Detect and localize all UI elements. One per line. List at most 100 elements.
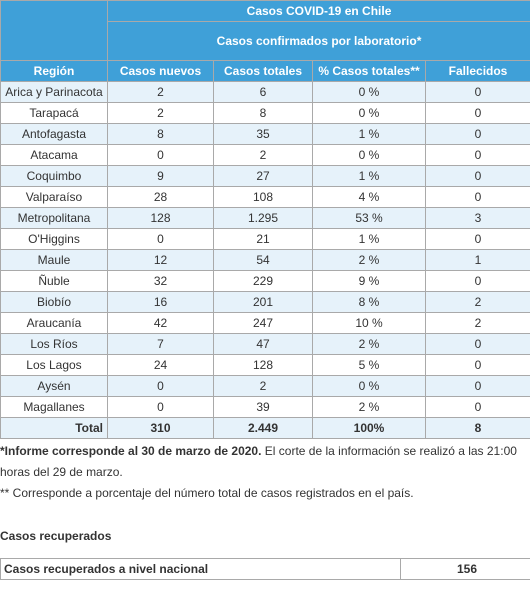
cell: 1 % xyxy=(312,228,426,250)
cell: 7 xyxy=(107,333,214,355)
total-cell: 8 xyxy=(424,417,530,439)
data-row: Tarapacá 2 8 0 % 0 xyxy=(0,102,530,124)
note-2: ** Corresponde a porcentaje del número t… xyxy=(0,486,414,500)
total-cell: 2.449 xyxy=(213,417,313,439)
header-row: Región Casos nuevos Casos totales% Casos t… xyxy=(0,60,530,82)
data-row: Aysén 0 2 0 % 0 xyxy=(0,375,530,397)
cell: 0 xyxy=(424,354,530,376)
data-row: Magallanes 0 39 2 % 0 xyxy=(0,396,530,418)
cell: 128 xyxy=(213,354,313,376)
cell: 108 xyxy=(213,186,313,208)
data-row: Atacama 0 2 0 % 0 xyxy=(0,144,530,166)
cell: 53 % xyxy=(312,207,426,229)
cell: 2 xyxy=(213,375,313,397)
data-row: Metropolitana 128 1.295 53 % 3 xyxy=(0,207,530,229)
data-row: O'Higgins 0 21 1 % 0 xyxy=(0,228,530,250)
note-bold: *Informe corresponde al 30 de marzo de 2… xyxy=(0,444,262,458)
cell: 2 xyxy=(424,291,530,313)
cell: Araucanía xyxy=(0,312,108,334)
cell: 0 % xyxy=(312,144,426,166)
recovered-value: 156 xyxy=(400,558,530,580)
cell: 24 xyxy=(107,354,214,376)
recovered-label: Casos recuperados a nivel nacional xyxy=(0,558,401,580)
cell: 2 % xyxy=(312,333,426,355)
column-header: Casos totales xyxy=(213,60,313,82)
cell: 1 % xyxy=(312,123,426,145)
cell: 6 xyxy=(213,81,313,103)
cell: 39 xyxy=(213,396,313,418)
table-body: Arica y Parinacota 2 6 0 % 0 Tarapacá 2 8 0 % 0 An… xyxy=(0,81,530,439)
data-row: Maule 12 54 2 % 1 xyxy=(0,249,530,271)
cell: 0 xyxy=(424,375,530,397)
recovered-row: Casos recuperados a nivel nacional 156 xyxy=(0,558,530,580)
cell: 2 xyxy=(107,81,214,103)
cell: 0 xyxy=(107,375,214,397)
cell: 3 xyxy=(424,207,530,229)
cell: 10 % xyxy=(312,312,426,334)
cell: 5 % xyxy=(312,354,426,376)
data-row: Los Lagos 24 128 5 % 0 xyxy=(0,354,530,376)
total-cell: 310 xyxy=(107,417,214,439)
cell: 8 xyxy=(213,102,313,124)
cell: 32 xyxy=(107,270,214,292)
cell: 0 xyxy=(424,123,530,145)
cell: 0 xyxy=(107,228,214,250)
data-row: Valparaíso 28 108 4 % 0 xyxy=(0,186,530,208)
data-row: Antofagasta 8 35 1 % 0 xyxy=(0,123,530,145)
data-row: Ñuble 32 229 9 % 0 xyxy=(0,270,530,292)
cell: 247 xyxy=(213,312,313,334)
cell: 0 xyxy=(424,396,530,418)
cell: 4 % xyxy=(312,186,426,208)
cell: 201 xyxy=(213,291,313,313)
cell: 0 % xyxy=(312,375,426,397)
cell: Magallanes xyxy=(0,396,108,418)
section-heading: Casos recuperados xyxy=(0,529,112,543)
cell: 1.295 xyxy=(213,207,313,229)
column-header: Región xyxy=(0,60,108,82)
cell: 0 xyxy=(107,144,214,166)
cell: 0 xyxy=(424,81,530,103)
cell: 8 xyxy=(107,123,214,145)
cell: 2 xyxy=(213,144,313,166)
cell: 1 xyxy=(424,249,530,271)
cell: 47 xyxy=(213,333,313,355)
cell: 21 xyxy=(213,228,313,250)
cell: Maule xyxy=(0,249,108,271)
cell: 2 xyxy=(107,102,214,124)
cell: 28 xyxy=(107,186,214,208)
data-row: Coquimbo 9 27 1 % 0 xyxy=(0,165,530,187)
cell: 2 % xyxy=(312,249,426,271)
cell: Antofagasta xyxy=(0,123,108,145)
total-cell: Total xyxy=(0,417,108,439)
cell: Tarapacá xyxy=(0,102,108,124)
cell: 35 xyxy=(213,123,313,145)
cell: 0 xyxy=(424,228,530,250)
data-row: Biobío 16 201 8 % 2 xyxy=(0,291,530,313)
note-text: El corte de la información se realizó a … xyxy=(0,444,517,479)
recovered-table: Casos recuperados a nivel nacional 156 xyxy=(0,558,530,580)
cell: 0 xyxy=(424,102,530,124)
table-title: Casos COVID-19 en Chile xyxy=(106,0,530,22)
cell: Valparaíso xyxy=(0,186,108,208)
total-cell: 100% xyxy=(312,417,426,439)
cell: 54 xyxy=(213,249,313,271)
cell: 2 xyxy=(424,312,530,334)
total-row: Total 310 2.449 100% 8 xyxy=(0,417,530,439)
cell: 0 xyxy=(424,333,530,355)
cases-table: Casos COVID-19 en Chile Casos confirmado… xyxy=(0,0,530,439)
column-header: Casos nuevos xyxy=(107,60,214,82)
cell: 0 xyxy=(424,144,530,166)
cell: 0 xyxy=(107,396,214,418)
notes: *Informe corresponde al 30 de marzo de 2… xyxy=(0,441,530,504)
cell: 12 xyxy=(107,249,214,271)
cell: 2 % xyxy=(312,396,426,418)
cell: Atacama xyxy=(0,144,108,166)
cell: Los Lagos xyxy=(0,354,108,376)
cell: 9 xyxy=(107,165,214,187)
cell: 0 xyxy=(424,270,530,292)
note-1: *Informe corresponde al 30 de marzo de 2… xyxy=(0,441,530,483)
cell: Biobío xyxy=(0,291,108,313)
cell: O'Higgins xyxy=(0,228,108,250)
cell: 9 % xyxy=(312,270,426,292)
